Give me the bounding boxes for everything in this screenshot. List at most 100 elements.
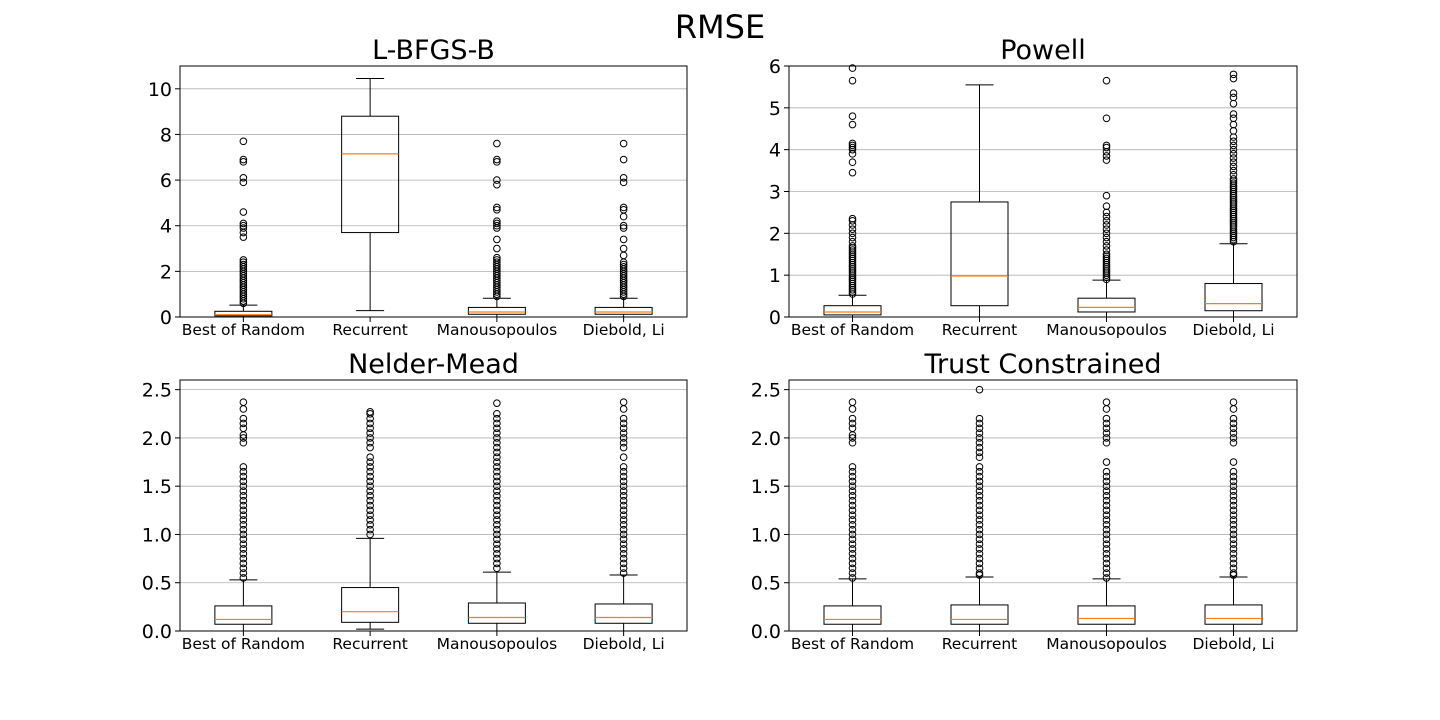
iqr-box	[1077, 605, 1136, 625]
ytick-label: 0.0	[751, 621, 781, 643]
outlier-point	[493, 506, 501, 515]
outlier-point	[1102, 477, 1111, 486]
xtick-label: Diebold, Li	[1192, 321, 1274, 339]
outlier-point	[975, 429, 984, 437]
outlier-point	[848, 559, 857, 568]
outlier-point	[975, 559, 984, 568]
ytick-label: 2.0	[142, 428, 172, 450]
outlier-point	[619, 496, 628, 505]
outlier-point	[1102, 237, 1111, 246]
outlier-point	[975, 525, 984, 534]
outlier-point	[1102, 501, 1111, 510]
outlier-point	[619, 487, 628, 495]
outlier-point	[493, 409, 501, 418]
outlier-point	[366, 429, 374, 437]
outlier-point	[975, 549, 984, 558]
outlier-point	[239, 414, 248, 423]
outlier-point	[1102, 521, 1111, 529]
outlier-point	[239, 516, 248, 524]
xtick-label: Best of Random	[182, 635, 305, 653]
outlier-point	[848, 472, 857, 481]
ytick-label: 3	[769, 182, 781, 204]
outlier-point	[366, 516, 374, 524]
outlier-point	[619, 521, 628, 529]
outlier-point	[493, 429, 501, 437]
outlier-point	[1229, 501, 1238, 510]
outlier-point	[619, 244, 628, 253]
outlier-point	[1229, 569, 1238, 577]
outlier-point	[239, 158, 248, 166]
outlier-point	[1229, 434, 1238, 442]
outlier-point	[1102, 233, 1111, 242]
iqr-box	[467, 306, 526, 315]
outlier-point	[1102, 114, 1111, 123]
ytick-label: 0.5	[142, 573, 172, 595]
outlier-point	[1229, 419, 1238, 428]
outlier-point	[1229, 114, 1238, 123]
outlier-point	[239, 256, 248, 264]
outlier-point	[619, 467, 628, 476]
outlier-point	[493, 438, 501, 447]
outlier-point	[975, 521, 984, 529]
outlier-point	[619, 235, 628, 244]
outlier-point	[975, 540, 984, 548]
outlier-point	[239, 506, 248, 515]
box-recurrent	[950, 84, 1009, 318]
outlier-point	[848, 112, 857, 120]
outlier-point	[239, 260, 248, 269]
outlier-point	[1229, 93, 1238, 102]
outlier-point	[239, 574, 248, 582]
iqr-box	[950, 604, 1009, 625]
outlier-point	[1102, 414, 1111, 423]
outlier-point	[1102, 438, 1111, 447]
outlier-point	[1102, 496, 1111, 505]
ytick-label: 1	[769, 265, 781, 287]
outlier-point	[1229, 535, 1238, 544]
outlier-point	[975, 564, 984, 573]
outlier-point	[239, 233, 248, 241]
outlier-point	[848, 463, 857, 471]
xtick-label: Diebold, Li	[583, 635, 665, 653]
outlier-point	[1102, 242, 1111, 250]
ytick-label: 0	[769, 307, 781, 329]
outlier-point	[366, 530, 374, 539]
outlier-point	[619, 564, 628, 573]
outlier-point	[493, 545, 501, 553]
outlier-point	[848, 214, 857, 223]
axes-frame	[788, 379, 1298, 632]
outlier-point	[975, 487, 984, 495]
outlier-point	[1229, 424, 1238, 433]
outlier-point	[619, 506, 628, 515]
outlier-point	[975, 535, 984, 544]
ytick-label: 4	[160, 216, 172, 238]
outlier-point	[619, 434, 628, 442]
outlier-point	[1102, 487, 1111, 495]
outlier-point	[619, 554, 628, 563]
outlier-point	[975, 448, 984, 457]
outlier-point	[1229, 467, 1238, 476]
outlier-point	[1229, 540, 1238, 548]
outlier-point	[366, 482, 374, 490]
outlier-point	[619, 139, 628, 148]
outlier-point	[619, 260, 628, 269]
outlier-point	[366, 453, 374, 462]
outlier-point	[239, 482, 248, 490]
outlier-point	[619, 221, 628, 230]
outlier-point	[366, 525, 374, 534]
xtick-label: Manousopoulos	[437, 321, 558, 339]
outlier-point	[848, 511, 857, 519]
outlier-point	[1229, 545, 1238, 553]
ytick-label: 2.5	[142, 380, 172, 402]
outlier-point	[848, 549, 857, 558]
outlier-point	[975, 482, 984, 490]
outlier-point	[848, 535, 857, 544]
outlier-point	[1102, 492, 1111, 500]
outlier-point	[619, 501, 628, 510]
outlier-point	[366, 506, 374, 515]
outlier-point	[1229, 458, 1238, 466]
iqr-box	[1077, 297, 1136, 313]
outlier-point	[366, 477, 374, 486]
outlier-point	[1102, 511, 1111, 519]
